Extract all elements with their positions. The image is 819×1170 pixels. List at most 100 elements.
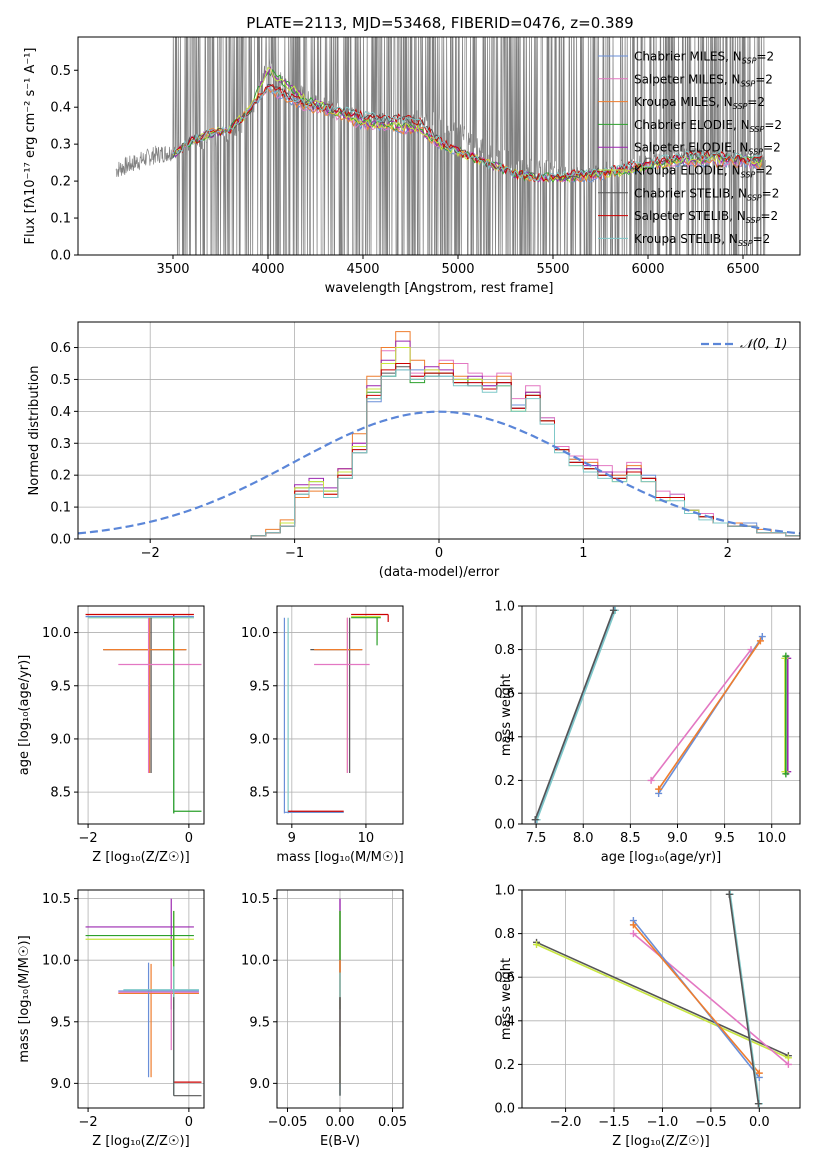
x-tick-label: 0.00 (326, 1115, 355, 1130)
y-tick-label: 0.0 (494, 818, 515, 833)
x-tick-label: 10 (358, 831, 375, 846)
x-tick-label: 0 (435, 546, 443, 561)
y-tick-label: 9.5 (50, 1015, 71, 1030)
y-tick-label: 9.0 (249, 1077, 270, 1092)
x-tick-label: 4500 (346, 262, 379, 277)
x-tick-label: −1.5 (598, 1115, 630, 1130)
legend-label: Chabrier ELODIE, NSSP=2 (634, 118, 782, 134)
x-axis-label: wavelength [Angstrom, rest frame] (325, 281, 554, 296)
model-spectrum-kroupa-elodie (172, 66, 763, 183)
histogram-kroupa-stelib (222, 369, 800, 539)
y-tick-label: 10.0 (241, 626, 270, 641)
plot-area-mass-vs-z (85, 898, 202, 1097)
x-tick-label: −1 (285, 546, 304, 561)
y-tick-label: 0.1 (50, 501, 71, 516)
y-tick-label: 0.8 (494, 643, 515, 658)
y-tick-label: 0.6 (494, 687, 515, 702)
weight-point (758, 633, 766, 641)
x-tick-label: −0.5 (695, 1115, 727, 1130)
y-tick-label: 0.6 (494, 971, 515, 986)
x-axis-label: age [log₁₀(age/yr)] (601, 850, 722, 865)
x-axis-label: E(B-V) (320, 1134, 360, 1149)
y-tick-label: 0.6 (50, 341, 71, 356)
legend-label: Salpeter ELODIE, NSSP=2 (634, 141, 781, 157)
axes-age-vs-mass: 9 10 8.5 9.0 9.5 10.0 mass [log₁₀(M/M☉)] (241, 605, 404, 865)
y-tick-label: 0.8 (494, 927, 515, 942)
model-spectrum-kroupa-stelib (172, 86, 763, 182)
y-tick-label: 0.4 (494, 1014, 515, 1029)
plot-area-age-vs-mass (283, 613, 389, 814)
weight-segment (536, 610, 617, 820)
x-tick-label: 0 (185, 831, 193, 846)
y-tick-label: 0.1 (50, 212, 71, 227)
axes-weight-vs-z: −2.0 −1.5 −1.0 −0.5 0.0 0.0 0.2 0.4 0.6 0.8 1.0 Z [… (494, 884, 801, 1149)
y-tick-label: 10.0 (241, 954, 270, 969)
axes-residuals: −2 −1 0 1 2 0.0 0.1 0.2 0.3 0.4 0.5 0.6 (data-model)… (27, 321, 801, 580)
weight-segment (536, 943, 789, 1059)
y-tick-label: 8.5 (249, 786, 270, 801)
x-tick-label: 8.5 (620, 831, 641, 846)
figure-title: PLATE=2113, MJD=53468, FIBERID=0476, z=0… (246, 14, 633, 32)
x-tick-label: −2.0 (550, 1115, 582, 1130)
legend-label: Kroupa MILES, NSSP=2 (634, 95, 765, 111)
weight-point (755, 1069, 763, 1077)
y-tick-label: 10.5 (241, 892, 270, 907)
y-tick-label: 1.0 (494, 884, 515, 899)
y-tick-label: 0.2 (494, 774, 515, 789)
plot-area-weight-vs-z (533, 890, 792, 1108)
weight-segment (729, 894, 761, 1104)
weight-point (782, 770, 790, 778)
y-tick-label: 0.2 (50, 469, 71, 484)
y-tick-label: 9.5 (249, 679, 270, 694)
y-tick-label: 0.3 (50, 437, 71, 452)
legend-label: Salpeter MILES, NSSP=2 (634, 72, 773, 88)
x-tick-label: −2 (78, 831, 97, 846)
x-tick-label: 5000 (441, 262, 474, 277)
legend-label: Kroupa STELIB, NSSP=2 (634, 232, 770, 248)
x-tick-label: 3500 (156, 262, 189, 277)
y-axis-label: mass weight (499, 674, 514, 756)
plots-layer: 3500 4000 4500 5000 5500 6000 6500 0.0 0.1 0.2 0.3… (17, 36, 801, 1149)
axes-mass-vs-ebv: −0.05 0.00 0.05 9.0 9.5 10.0 10.5 E(B-V) (241, 889, 407, 1149)
weight-point (629, 930, 637, 938)
y-tick-label: 10.0 (42, 626, 71, 641)
x-tick-label: 6000 (631, 262, 664, 277)
legend-spectrum: Chabrier MILES, NSSP=2 Salpeter MILES, NS… (598, 50, 782, 248)
weight-point (533, 941, 541, 948)
x-tick-label: 2 (724, 546, 732, 561)
axes-frame (521, 889, 801, 1109)
weight-segment (650, 649, 752, 781)
weight-point (725, 890, 733, 898)
weight-point (655, 785, 663, 793)
model-spectrum-chabrier-elodie (172, 69, 763, 183)
y-tick-label: 0.0 (50, 533, 71, 548)
model-spectrum-kroupa-miles (172, 87, 763, 183)
weight-segment (535, 610, 616, 820)
weight-segment (728, 894, 760, 1104)
weight-segment (534, 610, 615, 820)
weight-point (784, 1054, 792, 1062)
weight-segment (632, 924, 760, 1074)
axes-mass-vs-z: −2 0 9.0 9.5 10.0 10.5 Z [log₁₀(Z/Z☉)] mass [lo… (17, 889, 205, 1149)
x-tick-label: 4000 (251, 262, 284, 277)
axes-weight-vs-age: 7.5 8.0 8.5 9.0 9.5 10.0 0.0 0.2 0.4 0.6 0.8 1.0 age… (494, 600, 801, 865)
axes-frame (77, 889, 205, 1109)
x-axis-label: (data-model)/error (379, 565, 500, 580)
y-tick-label: 0.3 (50, 138, 71, 153)
legend-label: Chabrier STELIB, NSSP=2 (634, 186, 779, 202)
x-axis-label: mass [log₁₀(M/M☉)] (276, 850, 403, 865)
y-tick-label: 0.4 (494, 730, 515, 745)
x-tick-label: −0.05 (268, 1115, 308, 1130)
plot-area-spectrum (115, 37, 766, 255)
weight-point (754, 1100, 762, 1108)
weight-point (531, 816, 539, 824)
y-tick-label: 9.0 (50, 1077, 71, 1092)
plot-area-weight-vs-age (531, 606, 792, 824)
y-axis-label: Normed distribution (27, 366, 42, 496)
axes-age-vs-z: −2 0 8.5 9.0 9.5 10.0 Z [log₁₀(Z/Z☉)] age [log₁… (17, 605, 205, 865)
weight-point (629, 921, 637, 929)
y-axis-label: Flux [fλ10⁻¹⁷ erg cm⁻² s⁻¹ A⁻¹] (23, 48, 38, 245)
y-tick-label: 1.0 (494, 600, 515, 615)
y-tick-label: 0.5 (50, 64, 71, 79)
y-tick-label: 9.0 (50, 732, 71, 747)
